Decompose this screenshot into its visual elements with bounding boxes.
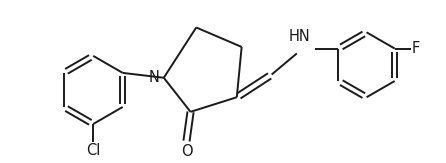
Text: F: F xyxy=(412,41,420,56)
Text: Cl: Cl xyxy=(86,143,100,158)
Text: O: O xyxy=(181,144,192,159)
Text: HN: HN xyxy=(289,29,310,44)
Text: N: N xyxy=(149,70,160,85)
